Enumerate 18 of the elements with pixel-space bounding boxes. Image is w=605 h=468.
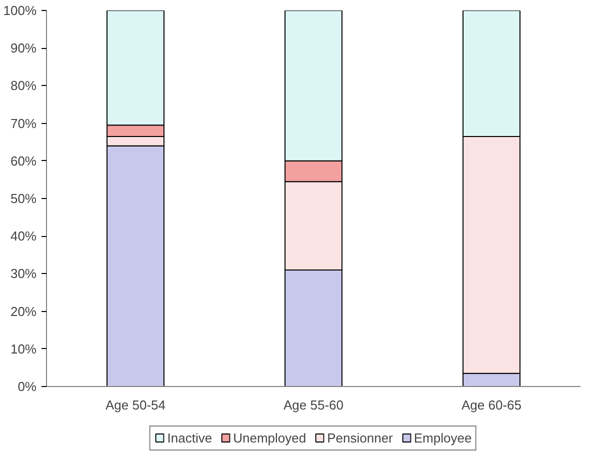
y-tick-label: 40%	[10, 228, 37, 244]
y-tick-label: 10%	[10, 341, 37, 356]
legend-label: Employee	[414, 430, 472, 445]
y-tick-label: 80%	[10, 78, 37, 94]
x-tick-label: Age 50-54	[106, 398, 166, 412]
x-tick-label: Age 60-65	[462, 398, 522, 412]
legend-label: Unemployed	[233, 430, 306, 445]
y-tick-label: 30%	[10, 266, 37, 282]
legend-label: Inactive	[167, 430, 212, 445]
y-tick-label: 90%	[10, 40, 37, 56]
y-tick-label: 100%	[3, 3, 37, 18]
y-tick-label: 20%	[10, 304, 37, 319]
x-tick-label: Age 55-60	[284, 398, 344, 412]
y-tick-label: 60%	[10, 153, 37, 168]
y-tick-label: 0%	[18, 379, 37, 394]
y-tick-label: 50%	[10, 191, 37, 206]
legend-label: Pensionner	[327, 430, 393, 445]
y-tick-label: 70%	[10, 116, 37, 131]
